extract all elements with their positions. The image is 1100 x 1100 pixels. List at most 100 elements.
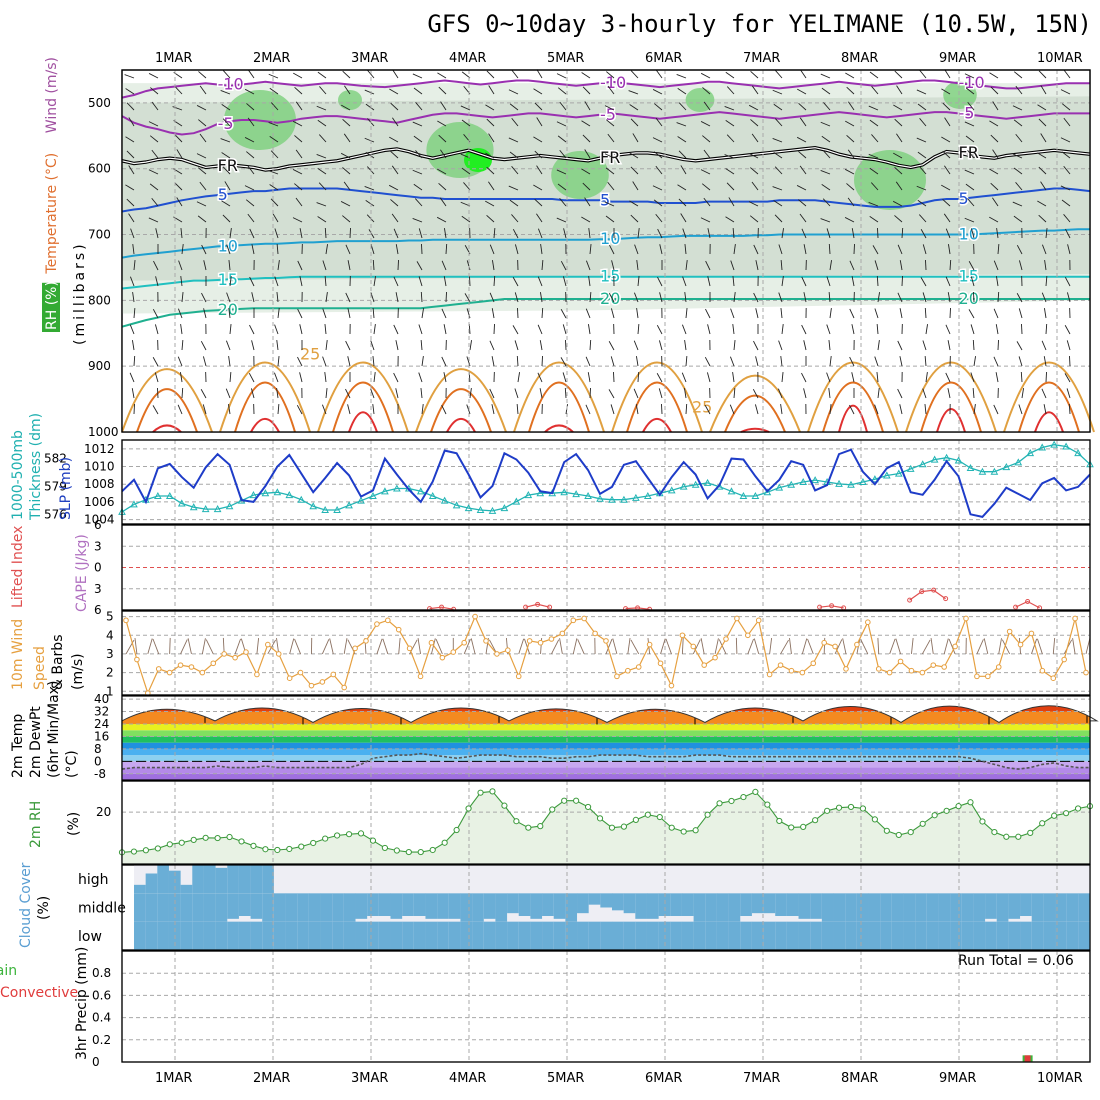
wind-speed-point <box>570 617 577 624</box>
wind-barb <box>124 74 135 79</box>
wind-barb <box>413 135 423 143</box>
wind-barb <box>1060 185 1071 191</box>
wind-barb <box>324 275 327 287</box>
cloud-bar <box>425 893 438 919</box>
cloud-bar <box>227 865 240 894</box>
wind-barb <box>151 149 159 159</box>
temp-color-band <box>122 767 1090 774</box>
cloud-bar <box>716 893 730 922</box>
wind-barb <box>849 404 855 415</box>
rh-point <box>345 831 353 838</box>
cloud-bar <box>472 921 485 950</box>
wind-barb <box>181 244 184 255</box>
wind-barb <box>612 638 618 655</box>
wind-barb <box>199 133 207 143</box>
wind-barb <box>869 216 879 223</box>
wind-barb <box>560 260 567 271</box>
wind-barb <box>780 404 783 415</box>
contour-label: 15 <box>218 270 238 289</box>
cloud-bar <box>134 893 147 922</box>
cloud-bar <box>740 893 753 916</box>
wind-barb <box>659 244 663 255</box>
wind-barb <box>180 276 183 287</box>
slp-tick-label: 1010 <box>84 460 115 474</box>
wind-barb <box>941 184 951 191</box>
thickness-point <box>918 460 927 468</box>
wind-speed-point <box>592 630 598 637</box>
wind-ylabel-part: Speed <box>32 646 48 690</box>
thickness-point <box>381 487 389 495</box>
rh-point <box>130 848 138 855</box>
wind-barb <box>949 259 952 271</box>
wind-barb <box>438 182 447 191</box>
cloud-clear <box>378 865 391 894</box>
cloud-bar <box>926 893 939 922</box>
temp-contour-35 <box>544 424 574 433</box>
temp-contour-30 <box>234 381 296 433</box>
bottom-date-label: 9MAR <box>939 1071 976 1086</box>
wind-speed-point <box>875 666 882 672</box>
cloud-bar <box>903 921 916 950</box>
wind-barb <box>509 103 519 111</box>
wind-barb <box>322 308 327 319</box>
contour-label: FR <box>600 148 620 167</box>
wind-barb <box>345 340 351 351</box>
wind-barb <box>393 372 399 383</box>
cloud-bar <box>308 921 322 950</box>
thickness-point <box>165 491 174 499</box>
wind-barb <box>724 154 735 159</box>
wind-barb <box>418 324 423 335</box>
wind-speed-point <box>810 660 817 667</box>
wind-barb <box>201 292 207 303</box>
wind-barb <box>897 388 903 399</box>
rh-point <box>1015 833 1022 840</box>
wind-barb <box>1060 89 1071 95</box>
wind-barb <box>514 340 519 351</box>
wind-barb <box>445 243 448 255</box>
temp-tick-label: 16 <box>94 729 109 743</box>
rh-point <box>692 827 699 834</box>
wind-barb <box>486 214 495 223</box>
wind-barb <box>415 102 423 111</box>
thickness-tick-label: 582 <box>44 452 67 466</box>
cloud-bar <box>926 921 939 950</box>
wind-barb <box>388 184 399 191</box>
wind-barb <box>829 260 833 271</box>
cloud-bar <box>996 921 1009 950</box>
wind-barb <box>972 339 975 351</box>
wind-barb <box>1065 228 1071 239</box>
wind-barb <box>466 260 471 271</box>
wind-barb <box>944 69 951 79</box>
wind-barb <box>681 324 687 335</box>
wind-barb <box>637 323 640 335</box>
slp-tick-label: 1012 <box>84 442 115 456</box>
wind-barb <box>897 244 903 255</box>
wind-barb <box>174 86 183 95</box>
wind-barb <box>705 260 711 271</box>
wind-barb <box>126 102 135 111</box>
thickness-point <box>739 491 748 499</box>
wind-speed-point <box>635 664 642 670</box>
rh-point <box>238 838 245 845</box>
wind-barb <box>440 149 447 159</box>
temp-tick-label: 8 <box>94 742 102 756</box>
wind-barb <box>565 339 567 351</box>
cloud-level-label: middle <box>78 901 126 917</box>
wind-barb <box>733 292 736 303</box>
rh-point <box>632 816 639 824</box>
wind-barb <box>589 291 592 303</box>
cloud-clear <box>355 865 368 894</box>
thickness-point <box>512 497 521 505</box>
wind-barb <box>294 135 303 143</box>
wind-barb <box>702 87 711 95</box>
wind-barb <box>412 217 423 223</box>
cloud-bar <box>402 893 415 916</box>
rh-point <box>1039 820 1046 827</box>
cloud-bar <box>390 921 403 950</box>
cloud-bar <box>798 893 811 919</box>
rh-point <box>465 805 472 812</box>
cloud-bar <box>728 893 741 922</box>
wind-barb <box>781 228 785 239</box>
cloud-bar <box>250 893 263 919</box>
wind-barb <box>680 213 687 223</box>
